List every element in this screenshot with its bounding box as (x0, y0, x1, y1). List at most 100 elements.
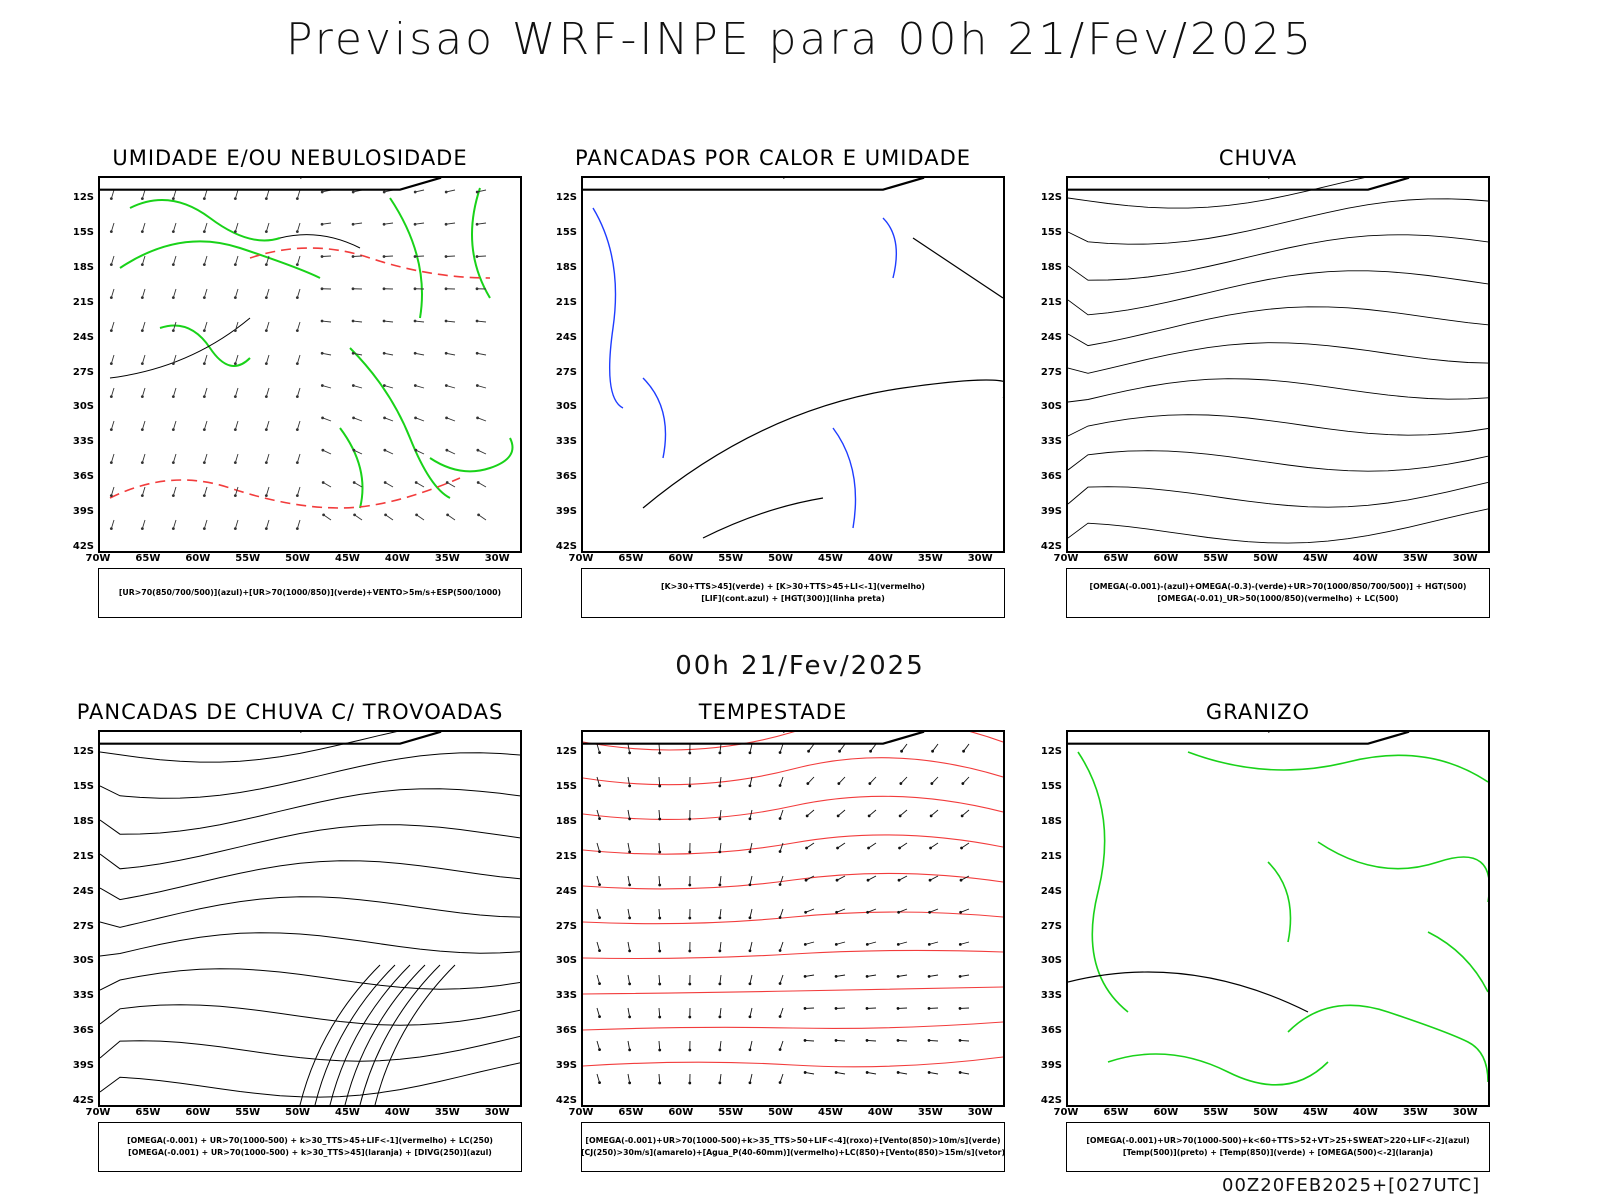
wind-arrow (141, 453, 146, 463)
wind-arrow-head (803, 1039, 807, 1042)
wind-arrow-head (834, 1071, 838, 1074)
precipitable-water-contour (583, 795, 1003, 820)
wind-arrow-head (688, 850, 692, 854)
map-legend: [K>30+TTS>45](verde) + [K>30+TTS>45+LI<-… (581, 568, 1005, 618)
wind-arrow-head (688, 751, 692, 755)
wind-arrow-head (322, 513, 325, 517)
page-title: Previsao WRF-INPE para 00h 21/Fev/2025 (286, 14, 1314, 65)
wind-arrow-head (927, 942, 931, 946)
wind-arrow (719, 974, 722, 984)
wind-arrow-head (140, 230, 144, 233)
wind-arrow (836, 875, 846, 881)
wind-arrow (296, 354, 301, 364)
wind-arrow-head (930, 782, 934, 785)
wind-arrow (931, 776, 939, 784)
wind-arrow-head (233, 296, 237, 299)
wind-arrow (867, 908, 877, 913)
wind-arrow-head (959, 910, 963, 914)
humidity-lower-contour (349, 347, 451, 499)
wind-arrow (804, 1039, 815, 1042)
latitude-tick-label: 30S (555, 401, 577, 413)
longitude-tick-label: 45W (818, 1107, 843, 1118)
latitude-tick-label: 42S (555, 1095, 577, 1106)
longitude-tick-label: 55W (1203, 1107, 1229, 1118)
wind-arrow-head (748, 817, 752, 821)
wind-arrow (719, 776, 722, 786)
wind-arrow-head (688, 1081, 692, 1085)
wind-arrow (265, 255, 270, 265)
wind-arrow-head (140, 461, 144, 464)
wind-arrow (837, 842, 846, 849)
streamline (100, 896, 520, 928)
wind-arrow-head (413, 287, 417, 291)
wind-arrow-head (202, 263, 206, 266)
precipitable-water-contour (583, 949, 1003, 960)
precipitable-water-contour (583, 911, 1003, 925)
latitude-tick-label: 33S (1040, 990, 1062, 1002)
streamline (1068, 198, 1488, 245)
wind-arrow (627, 776, 631, 786)
wind-arrow (172, 321, 177, 331)
wind-arrow (384, 449, 394, 455)
wind-arrow (627, 1040, 631, 1050)
wind-arrow-head (836, 846, 839, 850)
wind-arrow-head (928, 878, 932, 882)
longitude-tick-label: 35W (434, 553, 460, 564)
wind-arrow-head (475, 351, 479, 355)
wind-arrow (838, 776, 846, 784)
longitude-tick-label: 70W (568, 553, 594, 564)
wind-arrow-head (598, 916, 601, 920)
latitude-tick-label: 42S (555, 541, 577, 552)
wind-arrow-head (109, 362, 113, 365)
wind-arrow-head (382, 287, 386, 291)
longitude-tick-label: 40W (384, 553, 410, 564)
wind-arrow (446, 482, 456, 488)
latitude-tick-label: 27S (555, 366, 577, 378)
wind-arrow-head (295, 527, 299, 530)
longitude-tick-label: 65W (1103, 1107, 1129, 1118)
latitude-tick-label: 12S (555, 746, 577, 757)
wind-arrow-head (140, 527, 144, 530)
legend-text: [OMEGA(-0.01)_UR>50(1000/850)(vermelho) … (1157, 594, 1399, 603)
wind-arrow-head (475, 384, 479, 387)
wind-arrow (477, 482, 487, 488)
latitude-tick-label: 15S (72, 226, 94, 238)
wind-arrow-head (961, 782, 965, 785)
wind-arrow (596, 842, 600, 852)
wind-arrow (749, 776, 753, 786)
wind-arrow-head (475, 190, 479, 194)
wind-arrow (446, 417, 456, 422)
wind-arrow (234, 189, 239, 199)
wind-arrow-head (382, 351, 386, 355)
wind-arrow (446, 222, 456, 225)
wind-arrow-head (748, 1081, 752, 1085)
wind-arrow-head (804, 878, 808, 882)
wind-arrow-head (688, 949, 692, 953)
wind-arrow-head (233, 527, 237, 530)
longitude-tick-label: 45W (335, 1107, 360, 1118)
wind-arrow-head (414, 416, 417, 420)
wind-arrow (172, 420, 177, 430)
wind-arrow-head (171, 527, 175, 530)
wind-arrow-head (931, 749, 934, 753)
wind-arrow (234, 288, 239, 298)
latitude-tick-label: 42S (72, 1095, 94, 1106)
wind-arrow (779, 1040, 784, 1050)
wind-arrow (749, 1007, 753, 1017)
wind-arrow (898, 974, 908, 977)
wind-arrow (897, 1039, 908, 1042)
wind-arrow (477, 320, 487, 323)
streamline (1068, 342, 1488, 374)
legend-text: [K>30+TTS>45](verde) + [K>30+TTS>45+LI<-… (661, 582, 925, 591)
wind-arrow-head (927, 1071, 931, 1074)
streamline (1068, 481, 1488, 508)
wind-arrow (322, 352, 332, 356)
wind-arrow (961, 809, 970, 817)
wind-arrow (658, 941, 661, 952)
longitude-tick-label: 50W (768, 1107, 794, 1118)
longitude-tick-label: 30W (1452, 1107, 1478, 1118)
wind-arrow-head (688, 817, 692, 821)
longitude-tick-label: 60W (1153, 1107, 1179, 1118)
wind-arrow-head (320, 287, 324, 291)
wind-arrow-head (898, 814, 902, 818)
